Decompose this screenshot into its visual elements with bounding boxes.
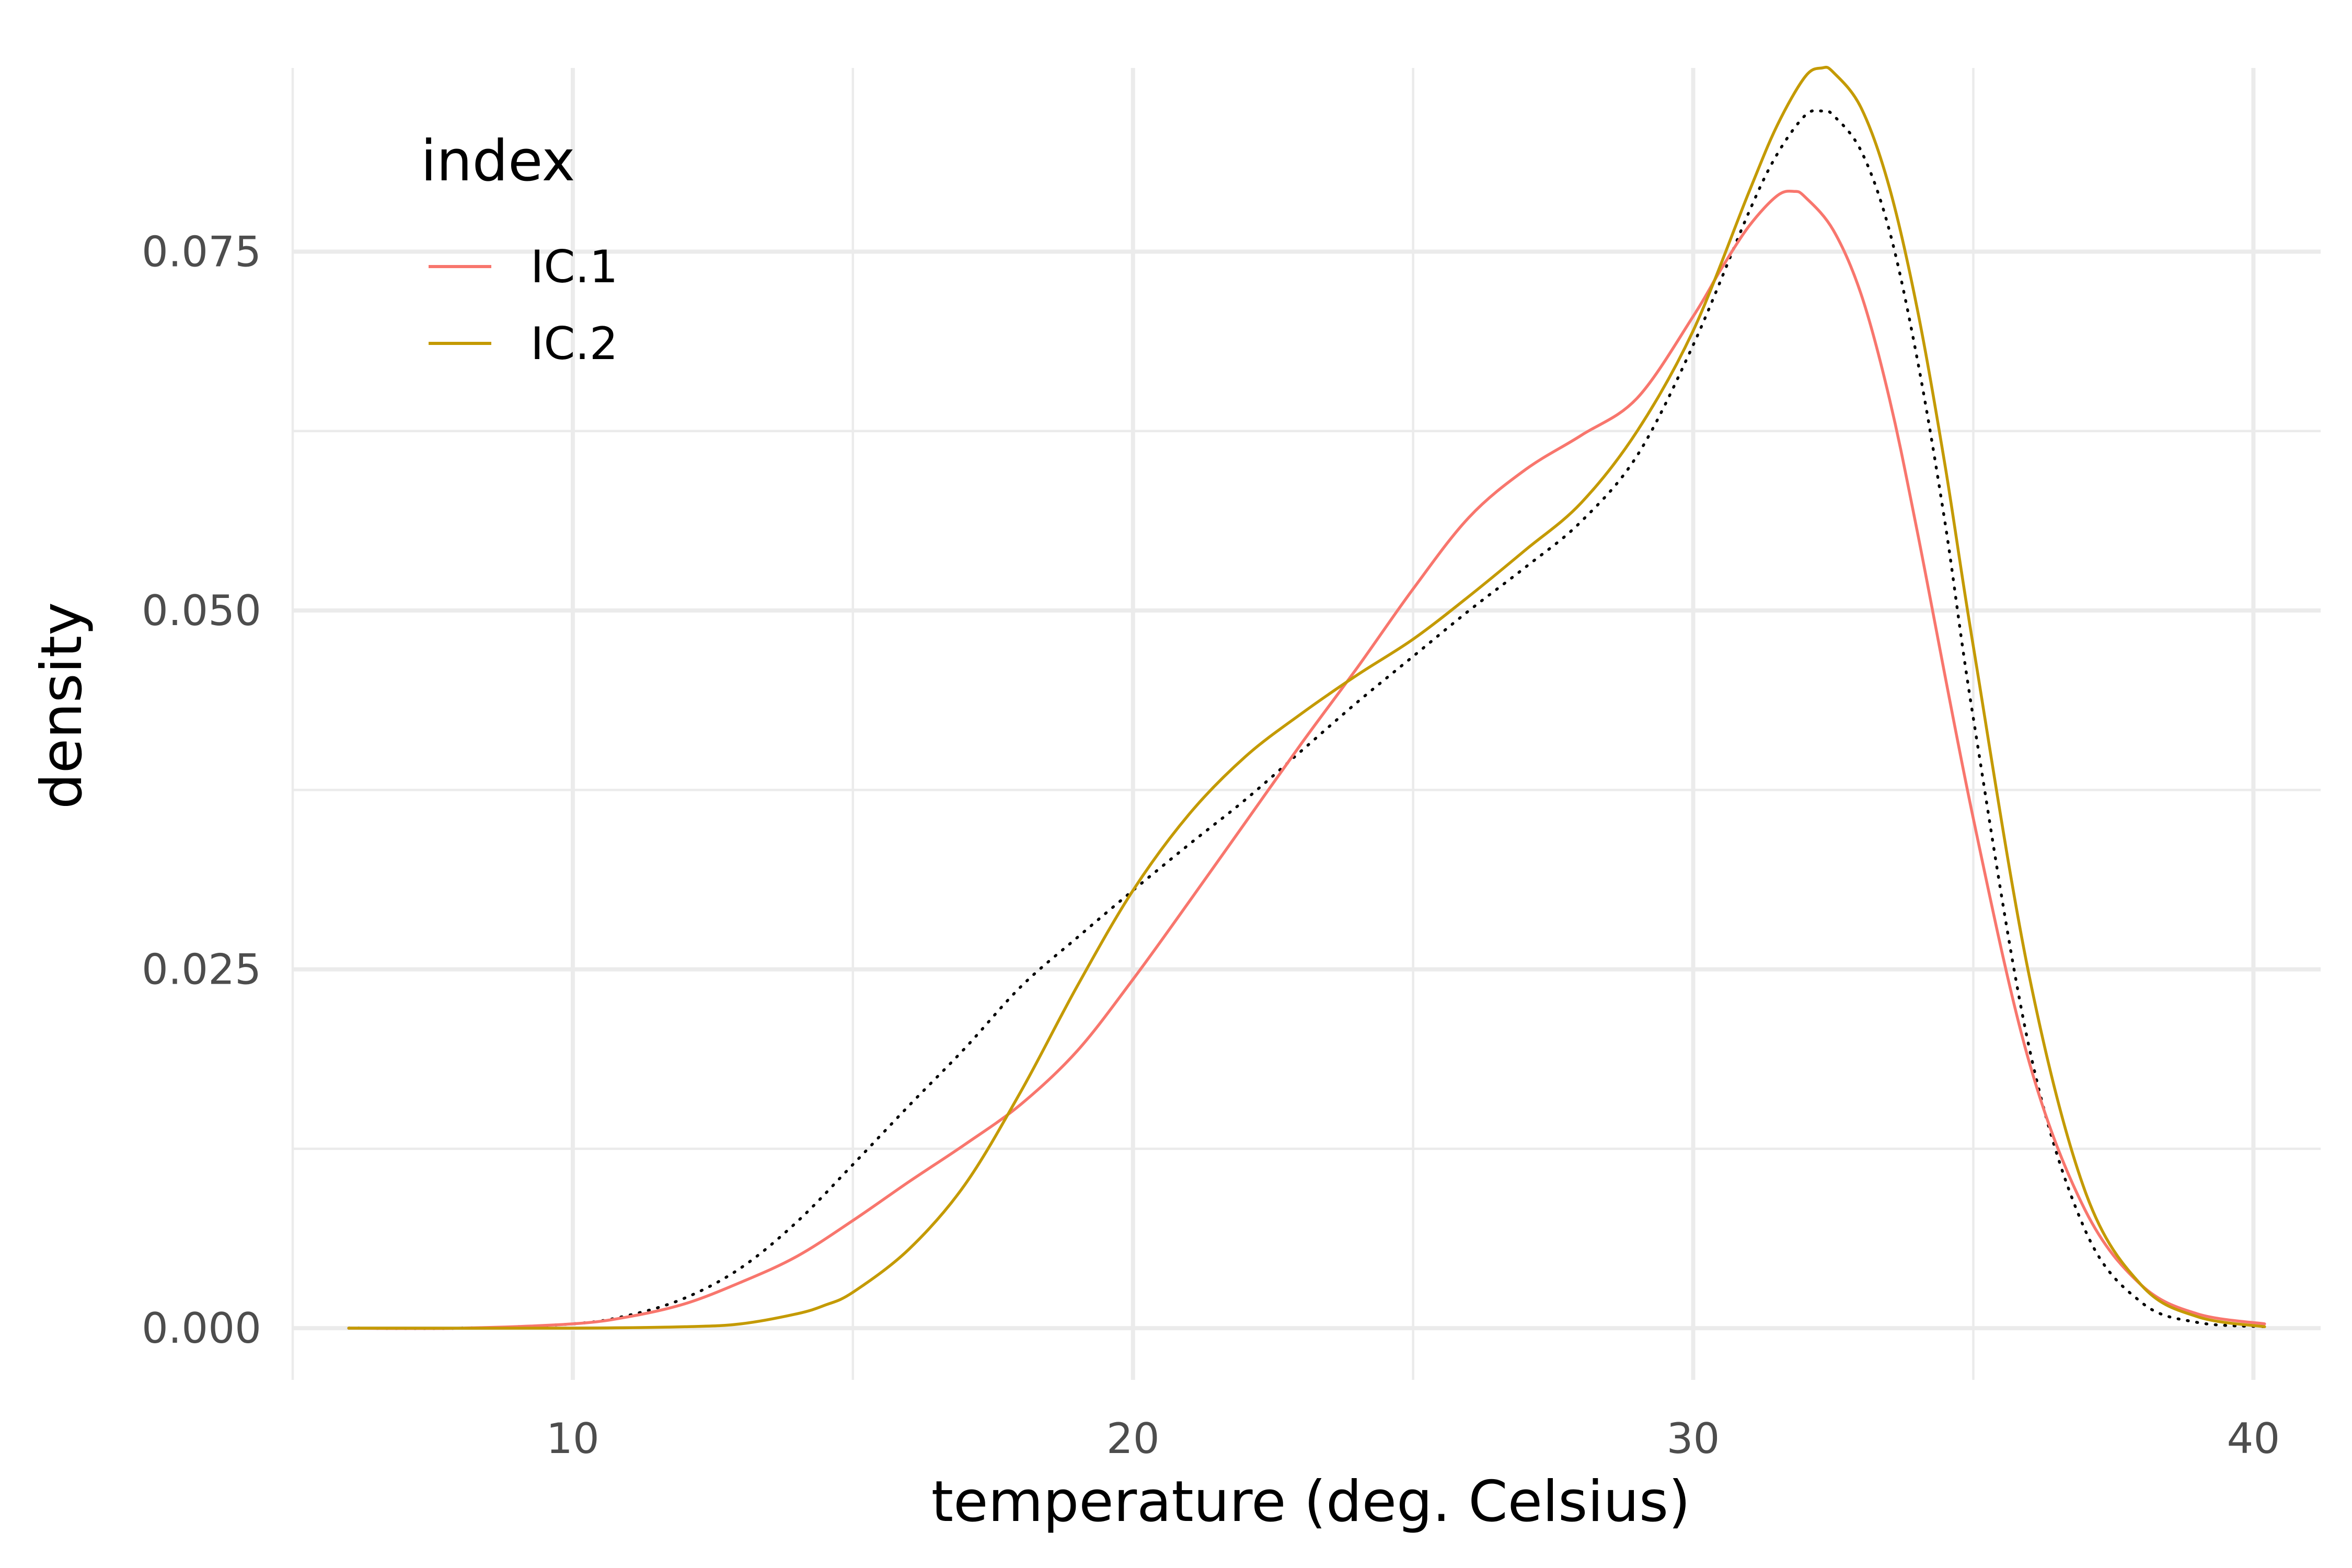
legend-label: IC.1	[531, 241, 618, 293]
x-tick-label: 10	[546, 1414, 599, 1463]
x-tick-label: 30	[1667, 1414, 1720, 1463]
x-tick-label: 40	[2227, 1414, 2280, 1463]
y-tick-label: 0.025	[142, 946, 261, 994]
x-tick-label: 20	[1106, 1414, 1160, 1463]
minor-gridlines	[291, 68, 2321, 1380]
legend-label: IC.2	[531, 318, 618, 370]
legend-items: IC.1 IC.2	[429, 241, 618, 370]
series-line-ic-2	[347, 65, 2266, 1330]
y-tick-label: 0.075	[142, 228, 261, 276]
x-axis-title: temperature (deg. Celsius)	[931, 1469, 1691, 1535]
x-axis-tick-labels: 10 20 30 40	[546, 1414, 2280, 1463]
legend-title: index	[421, 129, 575, 194]
series-line-dotted	[347, 109, 2266, 1330]
y-axis-tick-labels: 0.000 0.025 0.050 0.075	[142, 228, 261, 1353]
y-tick-label: 0.050	[142, 586, 261, 635]
legend: index IC.1 IC.2	[421, 129, 618, 370]
series-line-ic-1	[347, 189, 2266, 1330]
y-tick-label: 0.000	[142, 1304, 261, 1353]
y-axis-title: density	[29, 602, 95, 809]
series-lines	[347, 65, 2266, 1330]
